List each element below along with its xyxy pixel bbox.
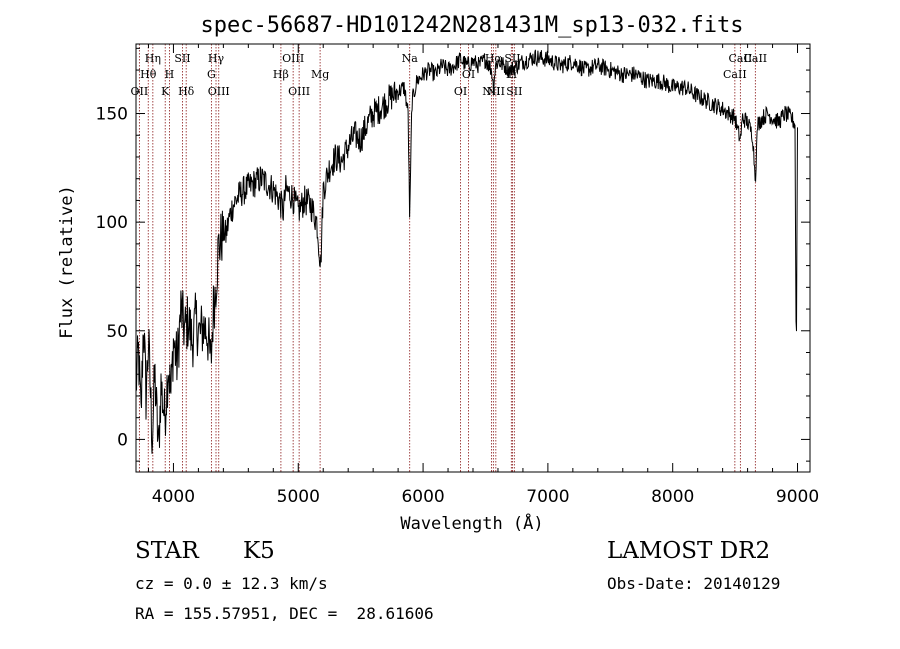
tick-label: 4000 <box>152 487 195 507</box>
axis-ticks: 4000 5000 6000 7000 8000 9000 0 50 100 150 <box>96 44 819 507</box>
line-marker-label: CaII <box>729 52 753 65</box>
velocity-readout: cz = 0.0 ± 12.3 km/s <box>135 574 328 593</box>
line-marker-label: SII <box>174 52 190 65</box>
x-axis-label: Wavelength (Å) <box>400 512 543 534</box>
y-axis-label: Flux (relative) <box>57 185 77 339</box>
line-marker-label: OI <box>454 85 467 98</box>
spectrum-line <box>135 49 798 454</box>
line-marker-labels: OIIHθHηKHSIIHδGHγOIIIHβOIIIOIIIMgNaOIOIN… <box>131 52 768 98</box>
line-marker-label: Hγ <box>208 52 225 65</box>
line-marker-label: CaII <box>723 68 747 81</box>
line-marker-label: Na <box>402 52 419 65</box>
tick-label: 50 <box>106 322 128 342</box>
line-marker-label: OI <box>462 68 475 81</box>
line-marker-label: OIII <box>208 85 230 98</box>
line-markers <box>138 44 756 472</box>
chart-title: spec-56687-HD101242N281431M_sp13-032.fit… <box>200 13 743 38</box>
spectral-subclass: K5 <box>243 538 275 564</box>
line-marker-label: CaII <box>743 52 767 65</box>
line-marker-label: NII <box>482 85 500 98</box>
survey-name: LAMOST DR2 <box>607 538 771 564</box>
line-marker-label: OIII <box>288 85 310 98</box>
line-marker-label: G <box>207 68 216 81</box>
tick-label: 100 <box>96 213 128 233</box>
line-marker-label: Hδ <box>178 85 195 98</box>
tick-label: 6000 <box>401 487 444 507</box>
observation-date: Obs-Date: 20140129 <box>607 574 781 593</box>
line-marker-label: SII <box>506 85 522 98</box>
line-marker-label: H <box>165 68 175 81</box>
line-marker-label: Mg <box>311 68 329 81</box>
plot-frame <box>135 43 811 473</box>
line-marker-label: Hθ <box>140 68 157 81</box>
coordinates-readout: RA = 155.57951, DEC = 28.61606 <box>135 604 434 623</box>
tick-label: 150 <box>96 105 128 125</box>
tick-label: 5000 <box>277 487 320 507</box>
line-marker-label: NII <box>487 85 505 98</box>
line-marker-label: Hη <box>145 52 161 65</box>
tick-label: 9000 <box>776 487 819 507</box>
line-marker-label: Hβ <box>273 68 289 81</box>
tick-label: 0 <box>117 430 128 450</box>
tick-label: 8000 <box>651 487 694 507</box>
line-marker-label: OIII <box>282 52 304 65</box>
line-marker-label: K <box>161 85 170 98</box>
tick-label: 7000 <box>526 487 569 507</box>
object-class: STAR <box>135 538 199 564</box>
